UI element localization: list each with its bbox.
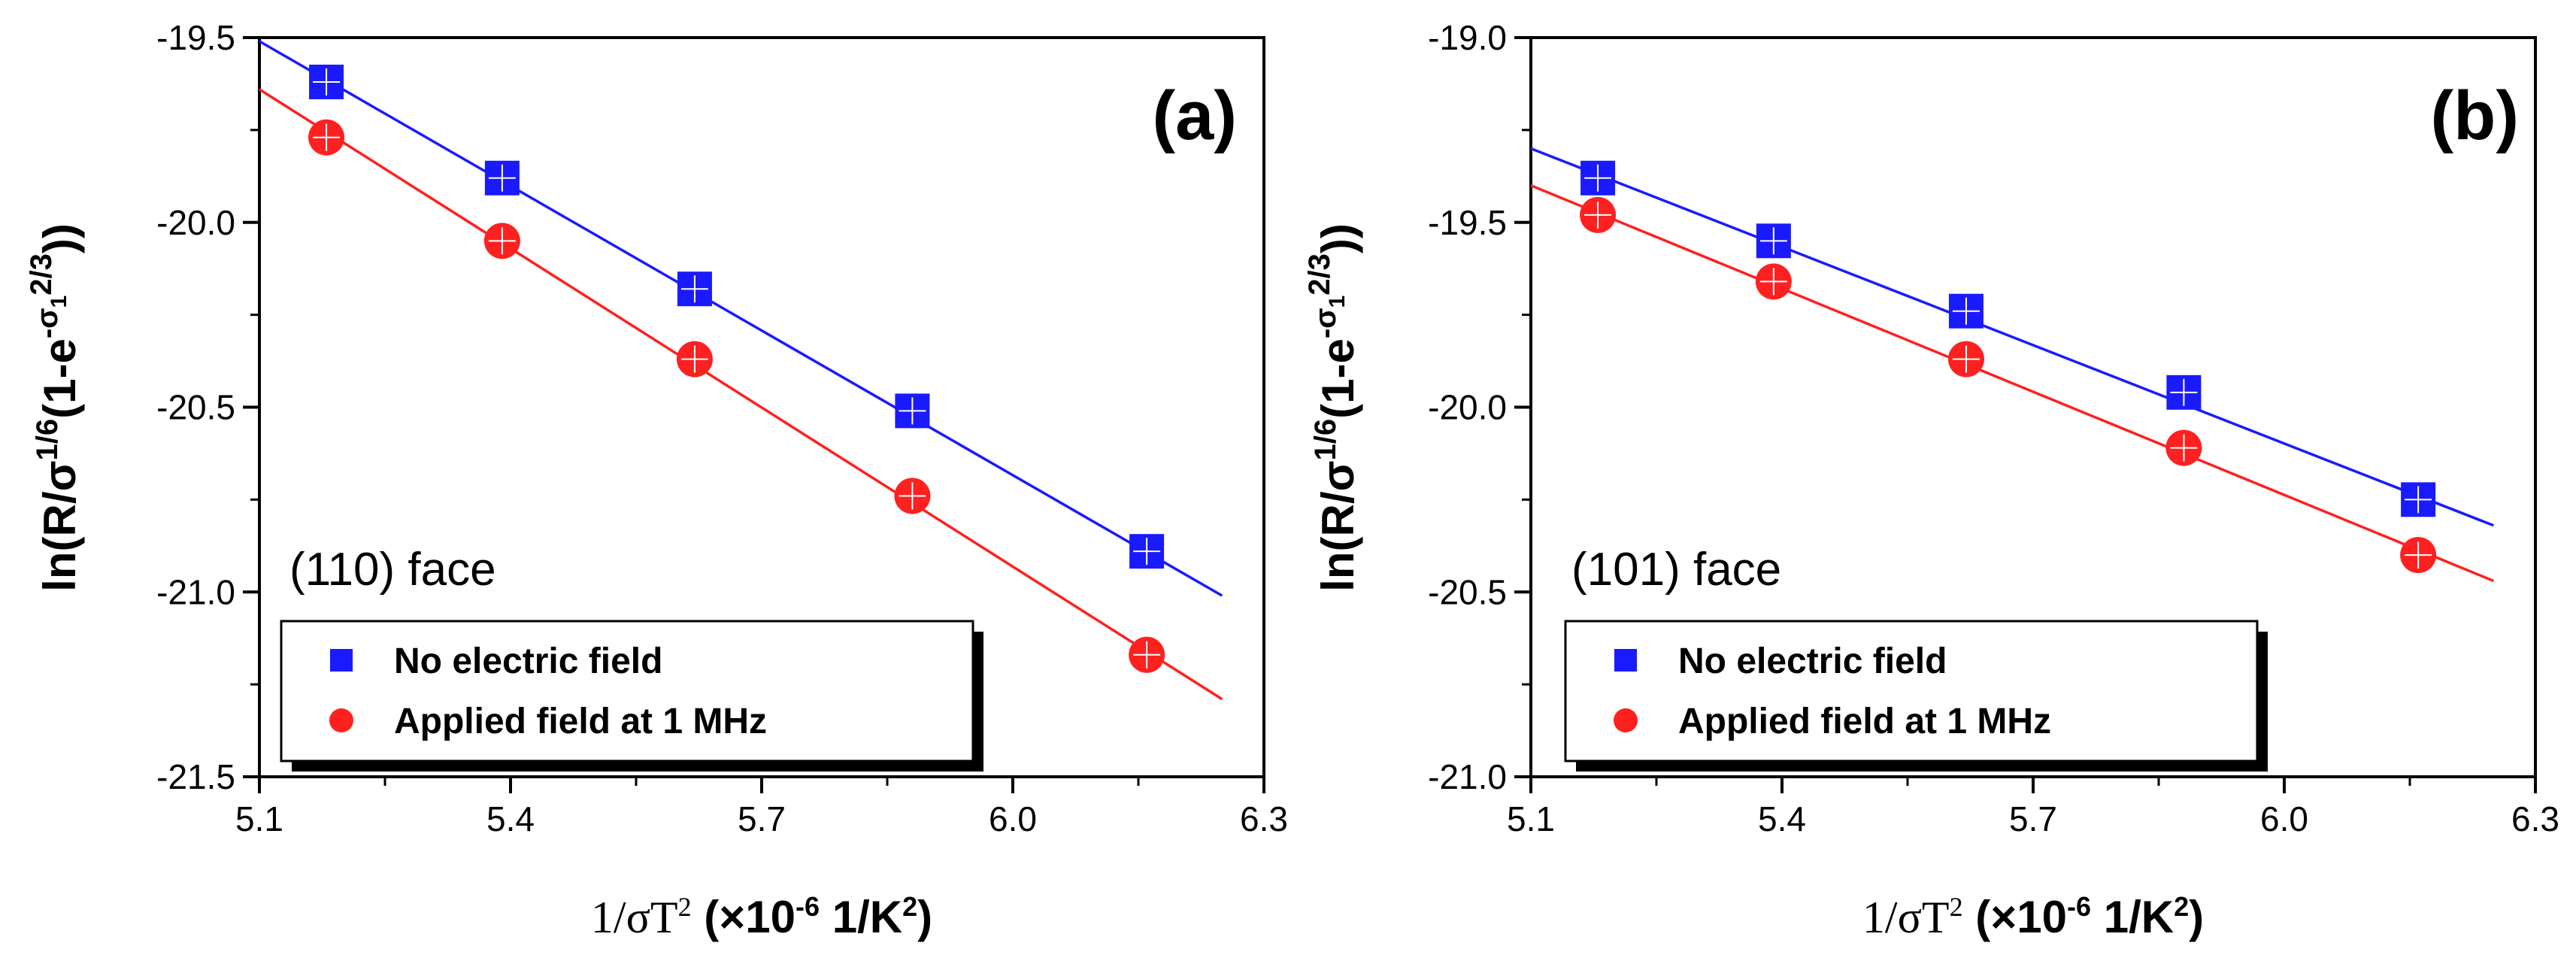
y-tick-label: -20.5 [1428, 572, 1507, 611]
fit-line [1530, 183, 2494, 583]
legend-marker-square [1614, 649, 1637, 672]
x-tick-label: 5.1 [235, 799, 283, 838]
legend-label: No electric field [394, 641, 662, 681]
legend-box [280, 620, 974, 762]
legend-label: No electric field [1678, 641, 1947, 681]
x-label-part: 1/σT [1862, 893, 1950, 942]
legend-marker-circle [1614, 708, 1638, 732]
x-tick-label: 6.0 [2260, 799, 2308, 838]
y-label-part: ln(R/σ [1313, 460, 1363, 591]
x-tick-label: 5.7 [2009, 799, 2057, 838]
data-points [1580, 160, 2437, 574]
x-label-part: -6 [796, 891, 820, 922]
y-label-part: 2/3 [25, 253, 58, 296]
fit-line [259, 88, 1223, 701]
y-tick-label: -19.5 [1428, 203, 1507, 242]
y-label-part: 2/3 [1303, 253, 1336, 296]
x-label-part: 1/K [820, 892, 902, 942]
fit-line [1530, 147, 2494, 527]
y-label-part: -σ [1309, 308, 1342, 338]
x-label-part: 2 [678, 892, 692, 922]
x-tick-label: 5.1 [1507, 799, 1555, 838]
y-label-part: 1/6 [1309, 419, 1342, 461]
x-tick-label: 5.4 [1758, 799, 1806, 838]
y-label-part: )) [35, 223, 85, 253]
panel-label: (a) [1153, 77, 1237, 154]
y-ticks: -19.5 -20.0 -20.5 -21.0 -21.5 [156, 18, 259, 796]
x-axis-label: 1/σT2 (×10-6 1/K2) [591, 891, 932, 942]
y-tick-label: -21.0 [156, 572, 235, 611]
y-tick-label: -20.5 [156, 388, 235, 427]
legend: No electric field Applied field at 1 MHz [280, 620, 983, 772]
x-axis-label: 1/σT2 (×10-6 1/K2) [1862, 891, 2204, 942]
y-label-part: )) [1313, 223, 1363, 253]
x-label-part: (×10 [1963, 892, 2067, 942]
x-ticks: 5.1 5.4 5.7 6.0 6.3 [235, 777, 1288, 838]
legend-marker-circle [329, 708, 353, 732]
face-label: (110) face [289, 544, 496, 596]
x-label-part: ) [2189, 892, 2204, 942]
legend-marker-square [330, 649, 353, 672]
fit-lines [259, 40, 1223, 701]
x-label-part: 2 [1950, 892, 1963, 922]
legend-items: No electric field Applied field at 1 MHz [1614, 641, 2051, 741]
panel-a: 5.1 5.4 5.7 6.0 6.3 -19.5 -20.0 -20.5 -21.0 -21.… [25, 18, 1288, 942]
x-tick-label: 6.3 [2511, 799, 2559, 838]
x-label-part: 1/σT [591, 893, 678, 942]
y-tick-label: -21.0 [1428, 757, 1507, 796]
y-label-part: (1-e [35, 338, 85, 419]
legend: No electric field Applied field at 1 MHz [1564, 620, 2268, 772]
x-label-part: (×10 [692, 892, 796, 942]
y-tick-label: -20.0 [156, 203, 235, 242]
legend-label: Applied field at 1 MHz [394, 702, 767, 741]
y-label-part: 1 [47, 296, 71, 308]
legend-label: Applied field at 1 MHz [1678, 702, 2051, 741]
x-label-part: -6 [2067, 891, 2091, 922]
legend-box [1564, 620, 2259, 762]
y-axis-label: ln(R/σ1/6(1-e-σ12/3)) [1303, 223, 1363, 592]
x-ticks: 5.1 5.4 5.7 6.0 6.3 [1507, 777, 2559, 838]
data-points [308, 64, 1165, 673]
legend-items: No electric field Applied field at 1 MHz [329, 641, 767, 741]
panel-b: 5.1 5.4 5.7 6.0 6.3 -19.0 -19.5 -20.0 -20.5 -21.… [1303, 18, 2559, 942]
y-axis-label: ln(R/σ1/6(1-e-σ12/3)) [25, 223, 85, 592]
x-tick-label: 5.7 [738, 799, 786, 838]
panel-label: (b) [2431, 77, 2519, 154]
y-label-part: -σ [31, 308, 64, 338]
x-label-part: 2 [902, 891, 917, 922]
x-label-part: 2 [2174, 891, 2189, 922]
y-tick-label: -19.5 [156, 18, 235, 57]
x-tick-label: 6.3 [1240, 799, 1288, 838]
x-label-part: 1/K [2091, 892, 2174, 942]
y-label-part: 1/6 [31, 419, 64, 461]
face-label: (101) face [1571, 544, 1781, 596]
fit-line [259, 40, 1223, 597]
x-tick-label: 5.4 [486, 799, 535, 838]
y-ticks: -19.0 -19.5 -20.0 -20.5 -21.0 [1428, 18, 1531, 796]
fit-lines [1530, 147, 2494, 583]
y-tick-label: -19.0 [1428, 18, 1507, 57]
y-label-part: 1 [1325, 296, 1350, 308]
y-tick-label: -20.0 [1428, 388, 1507, 427]
y-label-part: ln(R/σ [35, 460, 85, 591]
y-tick-label: -21.5 [156, 757, 235, 796]
x-label-part: ) [917, 892, 932, 942]
y-label-part: (1-e [1313, 338, 1363, 419]
x-tick-label: 6.0 [989, 799, 1037, 838]
